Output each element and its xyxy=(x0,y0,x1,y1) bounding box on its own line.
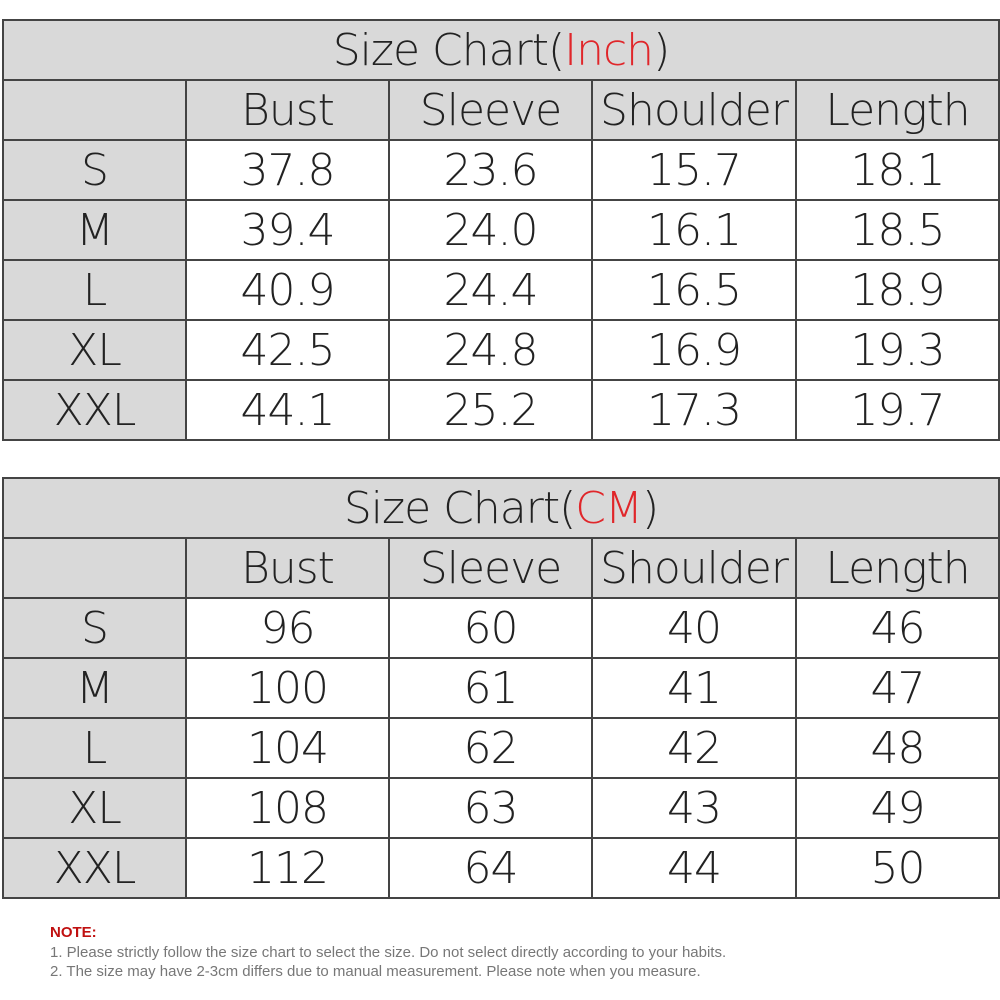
table-row: XL 108 63 43 49 xyxy=(2,777,1000,839)
measurement-cell: 23.6 xyxy=(388,139,593,201)
note-title: NOTE: xyxy=(50,924,97,941)
measurement-cell: 15.7 xyxy=(591,139,797,201)
measurement-cell: 18.5 xyxy=(795,199,1000,261)
measurement-cell: 24.0 xyxy=(388,199,593,261)
size-label: L xyxy=(2,717,187,779)
measurement-cell: 25.2 xyxy=(388,379,593,441)
measurement-cell: 48 xyxy=(795,717,1000,779)
measurement-cell: 24.8 xyxy=(388,319,593,381)
size-label: M xyxy=(2,657,187,719)
measurement-cell: 64 xyxy=(388,837,593,899)
title-row: Size Chart(CM) xyxy=(2,477,1000,539)
measurement-cell: 44 xyxy=(591,837,797,899)
measurement-cell: 40 xyxy=(591,597,797,659)
table-row: S 37.8 23.6 15.7 18.1 xyxy=(2,139,1000,201)
title-row: Size Chart(Inch) xyxy=(2,19,1000,81)
measurement-cell: 49 xyxy=(795,777,1000,839)
table-row: XXL 112 64 44 50 xyxy=(2,837,1000,899)
measurement-cell: 50 xyxy=(795,837,1000,899)
measurement-cell: 104 xyxy=(185,717,390,779)
title-text: Size Chart( xyxy=(343,482,576,534)
measurement-cell: 46 xyxy=(795,597,1000,659)
measurement-cell: 60 xyxy=(388,597,593,659)
table-row: L 104 62 42 48 xyxy=(2,717,1000,779)
measurement-cell: 112 xyxy=(185,837,390,899)
table-title: Size Chart(Inch) xyxy=(2,19,1000,81)
table-row: S 96 60 40 46 xyxy=(2,597,1000,659)
size-label: XL xyxy=(2,777,187,839)
measurement-cell: 44.1 xyxy=(185,379,390,441)
measurement-cell: 42 xyxy=(591,717,797,779)
size-label: L xyxy=(2,259,187,321)
table-row: M 39.4 24.0 16.1 18.5 xyxy=(2,199,1000,261)
size-label: S xyxy=(2,139,187,201)
header-row: Bust Sleeve Shoulder Length xyxy=(2,537,1000,599)
measurement-cell: 62 xyxy=(388,717,593,779)
measurement-cell: 19.7 xyxy=(795,379,1000,441)
measurement-cell: 108 xyxy=(185,777,390,839)
column-header xyxy=(2,79,187,141)
note-line-2: 2. The size may have 2-3cm differs due t… xyxy=(50,963,701,980)
measurement-cell: 24.4 xyxy=(388,259,593,321)
measurement-cell: 41 xyxy=(591,657,797,719)
table-row: XL 42.5 24.8 16.9 19.3 xyxy=(2,319,1000,381)
title-unit: CM xyxy=(575,482,643,534)
title-unit: Inch xyxy=(564,24,654,76)
measurement-cell: 16.9 xyxy=(591,319,797,381)
column-header: Shoulder xyxy=(591,79,797,141)
measurement-cell: 39.4 xyxy=(185,199,390,261)
title-text: ) xyxy=(641,482,659,534)
column-header: Length xyxy=(795,79,1000,141)
measurement-cell: 19.3 xyxy=(795,319,1000,381)
measurement-cell: 63 xyxy=(388,777,593,839)
size-chart-inch: Size Chart(Inch) Bust Sleeve Shoulder Length… xyxy=(2,19,1000,441)
measurement-cell: 96 xyxy=(185,597,390,659)
column-header: Bust xyxy=(185,537,390,599)
measurement-cell: 16.1 xyxy=(591,199,797,261)
title-text: ) xyxy=(653,24,670,76)
size-label: S xyxy=(2,597,187,659)
measurement-cell: 18.1 xyxy=(795,139,1000,201)
column-header xyxy=(2,537,187,599)
measurement-cell: 18.9 xyxy=(795,259,1000,321)
measurement-cell: 100 xyxy=(185,657,390,719)
note-line-1: 1. Please strictly follow the size chart… xyxy=(50,944,727,961)
size-label: M xyxy=(2,199,187,261)
title-text: Size Chart( xyxy=(332,24,565,76)
size-label: XL xyxy=(2,319,187,381)
measurement-cell: 40.9 xyxy=(185,259,390,321)
size-label: XXL xyxy=(2,379,187,441)
table-row: L 40.9 24.4 16.5 18.9 xyxy=(2,259,1000,321)
column-header: Sleeve xyxy=(388,79,593,141)
header-row: Bust Sleeve Shoulder Length xyxy=(2,79,1000,141)
table-row: XXL 44.1 25.2 17.3 19.7 xyxy=(2,379,1000,441)
table-row: M 100 61 41 47 xyxy=(2,657,1000,719)
column-header: Shoulder xyxy=(591,537,797,599)
measurement-cell: 47 xyxy=(795,657,1000,719)
measurement-cell: 16.5 xyxy=(591,259,797,321)
column-header: Sleeve xyxy=(388,537,593,599)
column-header: Length xyxy=(795,537,1000,599)
measurement-cell: 37.8 xyxy=(185,139,390,201)
size-label: XXL xyxy=(2,837,187,899)
size-chart-cm: Size Chart(CM) Bust Sleeve Shoulder Length S 9… xyxy=(2,477,1000,899)
measurement-cell: 17.3 xyxy=(591,379,797,441)
measurement-cell: 43 xyxy=(591,777,797,839)
measurement-cell: 42.5 xyxy=(185,319,390,381)
measurement-cell: 61 xyxy=(388,657,593,719)
column-header: Bust xyxy=(185,79,390,141)
table-title: Size Chart(CM) xyxy=(2,477,1000,539)
